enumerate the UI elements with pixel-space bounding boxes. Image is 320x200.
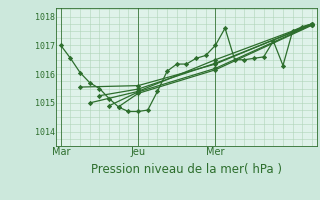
X-axis label: Pression niveau de la mer( hPa ): Pression niveau de la mer( hPa ) — [91, 163, 282, 176]
